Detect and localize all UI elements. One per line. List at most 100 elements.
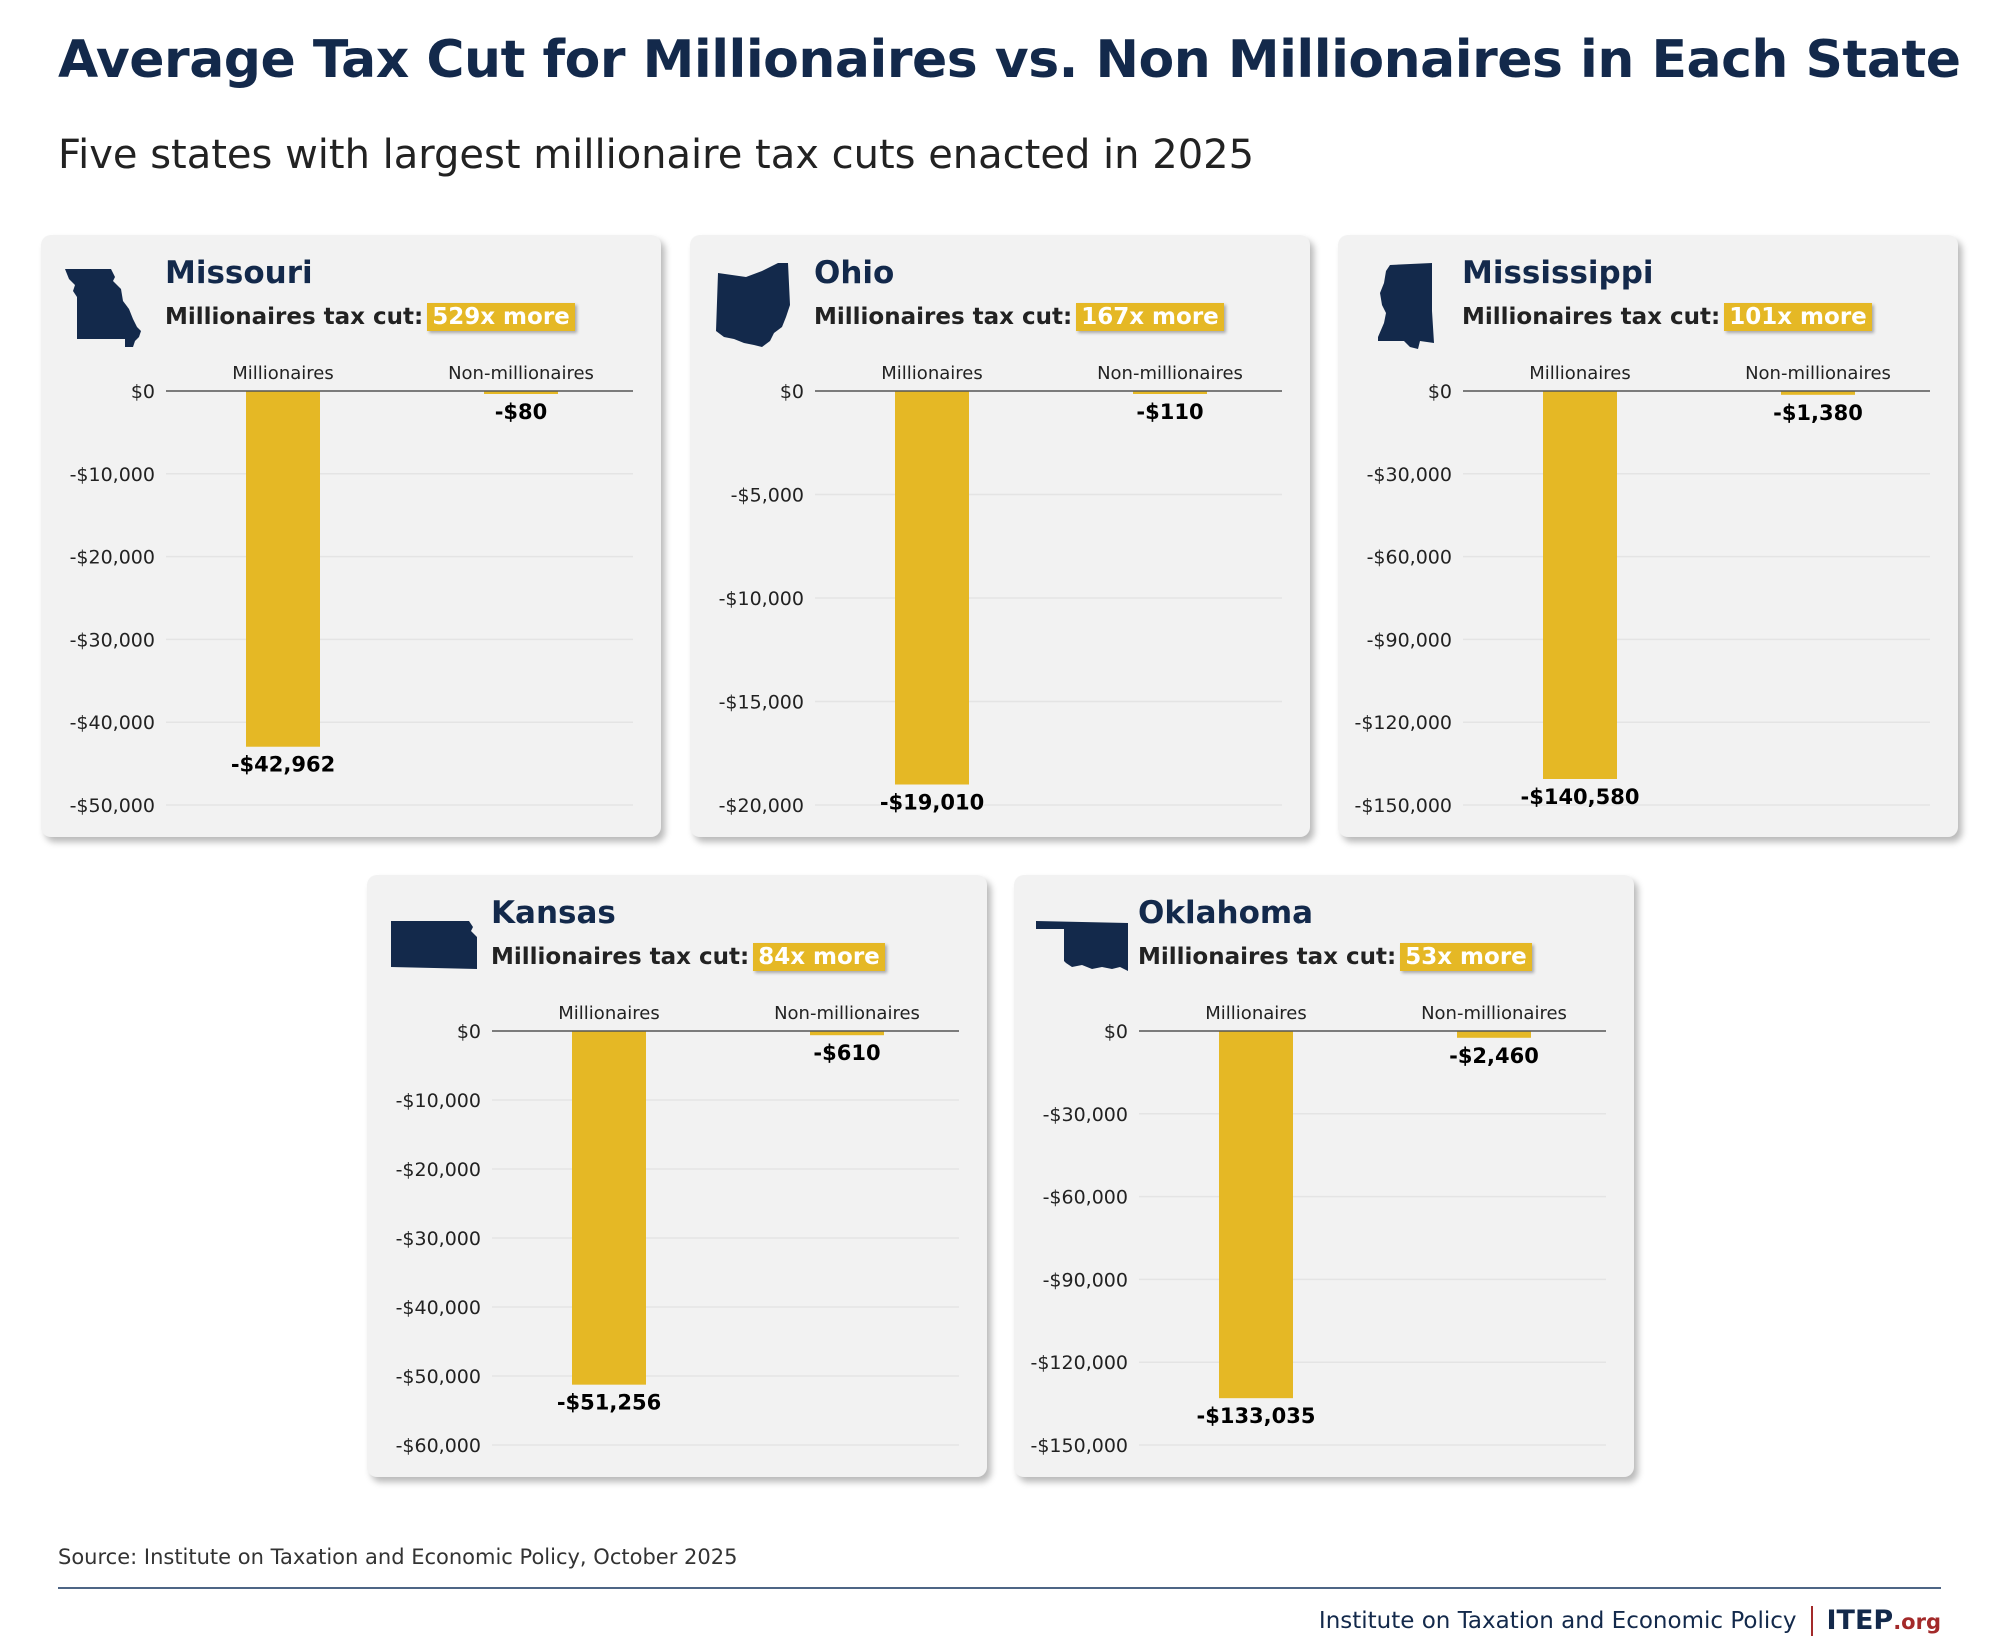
- bar-non-millionaires: [810, 1031, 884, 1036]
- category-label: Non-millionaires: [448, 363, 594, 384]
- category-label: Non-millionaires: [1097, 363, 1243, 384]
- mississippi-state-icon: [1378, 263, 1434, 349]
- bar-non-millionaires: [1457, 1031, 1531, 1038]
- itep-logo[interactable]: ITEP.org: [1827, 1605, 1942, 1636]
- category-label: Millionaires: [1205, 1003, 1306, 1024]
- value-label: -$1,380: [1773, 401, 1863, 425]
- ratio-badge: 167x more: [1076, 303, 1224, 331]
- bar-chart: $0 -$5,000 -$10,000 -$15,000 -$20,000 Million…: [719, 363, 1282, 817]
- category-label: Millionaires: [881, 363, 982, 384]
- y-tick-label: -$10,000: [719, 588, 804, 610]
- bar-chart: $0 -$10,000 -$20,000 -$30,000 -$40,000 -$50,0…: [70, 363, 633, 817]
- cut-comparison: Millionaires tax cut: 101x more: [1462, 303, 1872, 331]
- chart-title: Average Tax Cut for Millionaires vs. Non…: [58, 30, 1961, 90]
- bar-non-millionaires: [484, 391, 558, 394]
- value-label: -$80: [495, 400, 548, 424]
- bar-millionaires: [572, 1031, 646, 1385]
- cut-comparison: Millionaires tax cut: 84x more: [491, 943, 885, 971]
- state-name: Mississippi: [1462, 255, 1654, 291]
- state-name: Kansas: [491, 895, 616, 931]
- value-label: -$51,256: [557, 1391, 661, 1415]
- y-tick-label: -$20,000: [396, 1159, 481, 1181]
- state-name: Ohio: [814, 255, 895, 291]
- logo-main: ITEP: [1826, 1605, 1894, 1636]
- cut-comparison: Millionaires tax cut: 53x more: [1138, 943, 1532, 971]
- y-tick-label: -$60,000: [396, 1435, 481, 1457]
- cut-label: Millionaires tax cut:: [165, 304, 424, 330]
- state-panel-oklahoma: Oklahoma Millionaires tax cut: 53x more $…: [1014, 875, 1634, 1477]
- state-panel-missouri: Missouri Millionaires tax cut: 529x more …: [41, 235, 661, 837]
- org-name: Institute on Taxation and Economic Polic…: [1318, 1607, 1797, 1634]
- value-label: -$42,962: [231, 753, 335, 777]
- y-tick-label: -$90,000: [1367, 629, 1452, 651]
- value-label: -$140,580: [1521, 785, 1640, 809]
- cut-label: Millionaires tax cut:: [491, 944, 750, 970]
- bar-millionaires: [895, 391, 969, 785]
- y-tick-label: -$90,000: [1043, 1269, 1128, 1291]
- y-tick-label: -$30,000: [70, 629, 155, 651]
- category-label: Millionaires: [558, 1003, 659, 1024]
- y-tick-label: -$30,000: [1367, 464, 1452, 486]
- y-tick-label: $0: [131, 381, 155, 403]
- footer-divider: [58, 1587, 1941, 1589]
- y-tick-label: -$120,000: [1354, 712, 1452, 734]
- chart-subtitle: Five states with largest millionaire tax…: [58, 132, 1255, 178]
- y-tick-label: -$10,000: [396, 1090, 481, 1112]
- value-label: -$110: [1136, 400, 1203, 424]
- kansas-state-icon: [391, 921, 477, 969]
- y-tick-label: -$15,000: [719, 692, 804, 714]
- value-label: -$2,460: [1449, 1044, 1539, 1068]
- bar-millionaires: [246, 391, 320, 747]
- category-label: Non-millionaires: [1421, 1003, 1567, 1024]
- bar-millionaires: [1219, 1031, 1293, 1399]
- missouri-state-icon: [65, 269, 141, 347]
- bar-millionaires: [1543, 391, 1617, 780]
- y-tick-label: -$40,000: [396, 1297, 481, 1319]
- state-name: Missouri: [165, 255, 313, 291]
- y-tick-label: -$30,000: [396, 1228, 481, 1250]
- y-tick-label: -$5,000: [731, 485, 804, 507]
- state-panel-mississippi: Mississippi Millionaires tax cut: 101x mo…: [1338, 235, 1958, 837]
- y-tick-label: -$150,000: [1354, 795, 1452, 817]
- state-name: Oklahoma: [1138, 895, 1314, 931]
- ohio-state-icon: [716, 263, 790, 347]
- y-tick-label: -$50,000: [70, 795, 155, 817]
- category-label: Millionaires: [232, 363, 333, 384]
- y-tick-label: -$40,000: [70, 712, 155, 734]
- cut-label: Millionaires tax cut:: [1462, 304, 1721, 330]
- y-tick-label: -$10,000: [70, 464, 155, 486]
- bar-chart: $0 -$30,000 -$60,000 -$90,000 -$120,000 -$150…: [1354, 363, 1930, 817]
- source-note: Source: Institute on Taxation and Econom…: [58, 1545, 738, 1569]
- ratio-badge: 101x more: [1724, 303, 1872, 331]
- y-tick-label: $0: [1104, 1021, 1128, 1043]
- state-panel-kansas: Kansas Millionaires tax cut: 84x more $0 -…: [367, 875, 987, 1477]
- footer-branding: Institute on Taxation and Economic Polic…: [1319, 1605, 1941, 1636]
- bar-chart: $0 -$10,000 -$20,000 -$30,000 -$40,000 -$50,0…: [396, 1003, 959, 1457]
- cut-comparison: Millionaires tax cut: 167x more: [814, 303, 1224, 331]
- oklahoma-state-icon: [1036, 921, 1128, 971]
- y-tick-label: -$120,000: [1030, 1352, 1128, 1374]
- y-tick-label: -$20,000: [70, 547, 155, 569]
- logo-suffix: .org: [1893, 1610, 1941, 1634]
- value-label: -$19,010: [880, 791, 984, 815]
- bar-chart: $0 -$30,000 -$60,000 -$90,000 -$120,000 -$150…: [1030, 1003, 1606, 1457]
- cut-label: Millionaires tax cut:: [1138, 944, 1397, 970]
- y-tick-label: -$60,000: [1367, 547, 1452, 569]
- category-label: Millionaires: [1529, 363, 1630, 384]
- cut-label: Millionaires tax cut:: [814, 304, 1073, 330]
- cut-comparison: Millionaires tax cut: 529x more: [165, 303, 575, 331]
- value-label: -$610: [813, 1041, 880, 1065]
- state-panel-ohio: Ohio Millionaires tax cut: 167x more $0 -$…: [690, 235, 1310, 837]
- ratio-badge: 529x more: [427, 303, 575, 331]
- category-label: Non-millionaires: [774, 1003, 920, 1024]
- bar-non-millionaires: [1133, 391, 1207, 394]
- category-label: Non-millionaires: [1745, 363, 1891, 384]
- y-tick-label: $0: [780, 381, 804, 403]
- y-tick-label: -$50,000: [396, 1366, 481, 1388]
- y-tick-label: -$60,000: [1043, 1187, 1128, 1209]
- y-tick-label: -$20,000: [719, 795, 804, 817]
- y-tick-label: -$30,000: [1043, 1104, 1128, 1126]
- value-label: -$133,035: [1197, 1404, 1316, 1428]
- y-tick-label: $0: [457, 1021, 481, 1043]
- ratio-badge: 84x more: [753, 943, 885, 971]
